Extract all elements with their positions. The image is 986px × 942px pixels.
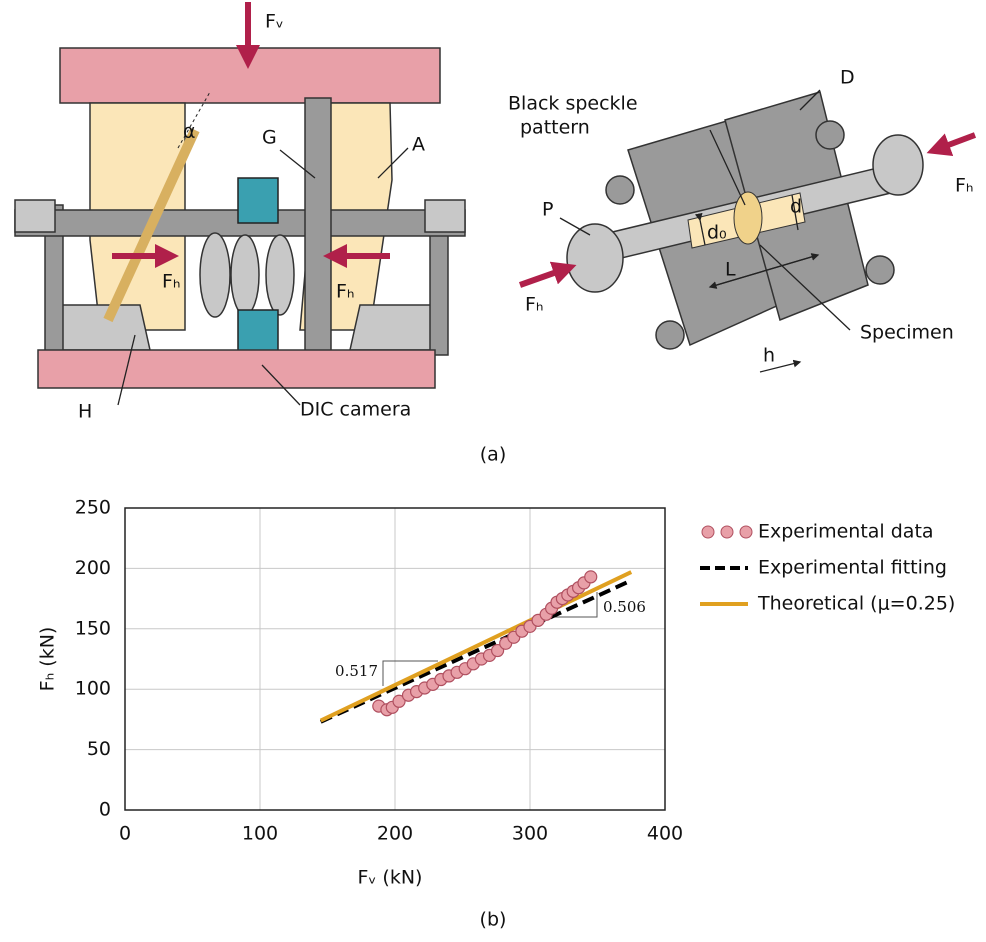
y-tick-label: 100: [75, 678, 111, 700]
fit-line: [321, 580, 632, 721]
label: d: [790, 196, 802, 218]
fit-line: [321, 572, 632, 721]
annotation: 0.517: [335, 662, 378, 680]
legend-label: Experimental fitting: [758, 557, 947, 579]
legend-marker: [740, 526, 752, 538]
y-tick-label: 200: [75, 557, 111, 579]
caption: (a): [480, 444, 506, 466]
figure: Fᵥ G A α Fₕ Fₕ H DIC camera Black speckl…: [0, 0, 986, 938]
label: P: [542, 199, 553, 221]
data-point: [585, 571, 597, 583]
label: Fᵥ: [265, 11, 284, 33]
y-tick-label: 0: [99, 799, 111, 821]
y-tick-label: 150: [75, 617, 111, 639]
legend-label: Experimental data: [758, 521, 934, 543]
label: A: [412, 134, 425, 156]
legend-marker: [702, 526, 714, 538]
y-tick-label: 50: [87, 738, 111, 760]
x-tick-label: 400: [647, 823, 683, 845]
legend-marker: [721, 526, 733, 538]
annotation: 0.506: [603, 598, 646, 616]
label: Fₕ: [955, 175, 974, 197]
label: α: [183, 121, 196, 143]
y-tick-label: 250: [75, 497, 111, 519]
label: DIC camera: [300, 399, 411, 421]
x-axis-label: Fᵥ (kN): [358, 867, 423, 889]
label: d₀: [707, 222, 727, 244]
chart: 0 100 200 300 400 0 50 100 150 200 250 Fᵥ (kN) Fₕ (k…: [37, 497, 956, 931]
caption: (b): [480, 909, 507, 931]
label: h: [763, 345, 775, 367]
x-tick-label: 100: [242, 823, 278, 845]
label: Fₕ: [525, 294, 544, 316]
label: Black speckle: [508, 93, 638, 115]
label: L: [725, 259, 736, 281]
label: pattern: [520, 117, 590, 139]
label: Fₕ: [336, 281, 355, 303]
label: Fₕ: [162, 271, 181, 293]
y-axis-label: Fₕ (kN): [37, 627, 59, 692]
label: Specimen: [860, 322, 954, 344]
legend-label: Theoretical (μ=0.25): [757, 593, 955, 615]
apparatus: [15, 2, 465, 405]
x-tick-label: 200: [377, 823, 413, 845]
label: D: [840, 67, 855, 89]
label: H: [78, 401, 92, 423]
label: G: [262, 127, 277, 149]
x-tick-label: 0: [119, 823, 131, 845]
x-tick-label: 300: [512, 823, 548, 845]
